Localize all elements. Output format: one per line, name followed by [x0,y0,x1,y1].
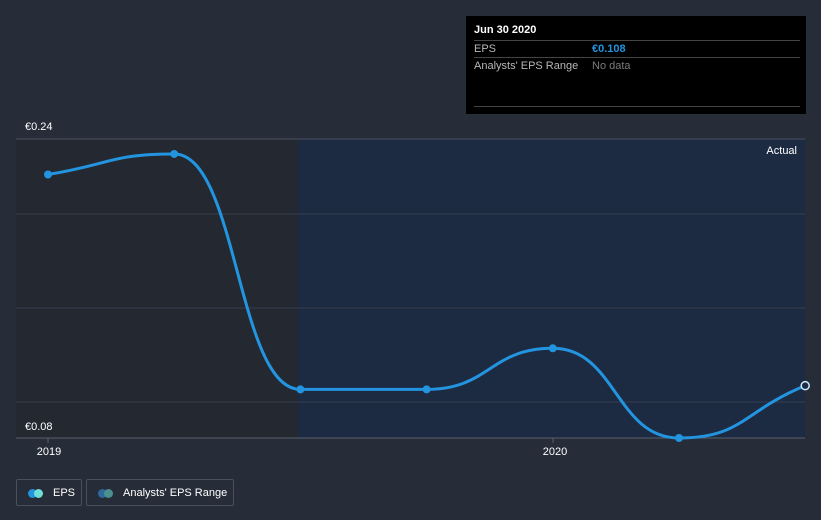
tooltip-row-eps: EPS €0.108 [474,40,800,58]
actual-label: Actual [766,145,797,157]
eps-data-point[interactable] [675,434,683,442]
tooltip: Jun 30 2020 EPS €0.108 Analysts' EPS Ran… [466,16,806,114]
analysts-range-legend-icon [98,488,114,498]
eps-data-point[interactable] [44,170,52,179]
x-label-2019: 2019 [36,446,62,458]
tooltip-row-range: Analysts' EPS Range No data [474,57,800,75]
tooltip-divider [474,106,800,107]
eps-data-point[interactable] [170,149,179,158]
tooltip-eps-value: €0.108 [592,43,626,55]
eps-points [44,149,810,442]
x-label-2020: 2020 [542,446,568,458]
legend-eps-label: EPS [53,486,76,499]
eps-data-point[interactable] [422,385,431,394]
eps-legend-icon [28,488,44,498]
y-label-top: €0.24 [25,121,53,133]
tooltip-range-value: No data [592,60,631,72]
eps-data-point[interactable] [800,380,810,391]
eps-data-point[interactable] [548,344,557,353]
tooltip-eps-label: EPS [474,43,497,55]
actual-region [298,139,805,438]
legend-analysts-range-label: Analysts' EPS Range [123,486,228,499]
past-region [16,139,298,438]
tooltip-date: Jun 30 2020 [474,24,537,36]
eps-data-point[interactable] [296,385,305,394]
tooltip-range-label: Analysts' EPS Range [474,60,579,72]
y-label-bottom: €0.08 [25,421,53,433]
legend-eps-button[interactable]: EPS [16,479,82,506]
legend-analysts-range-button[interactable]: Analysts' EPS Range [86,479,234,506]
